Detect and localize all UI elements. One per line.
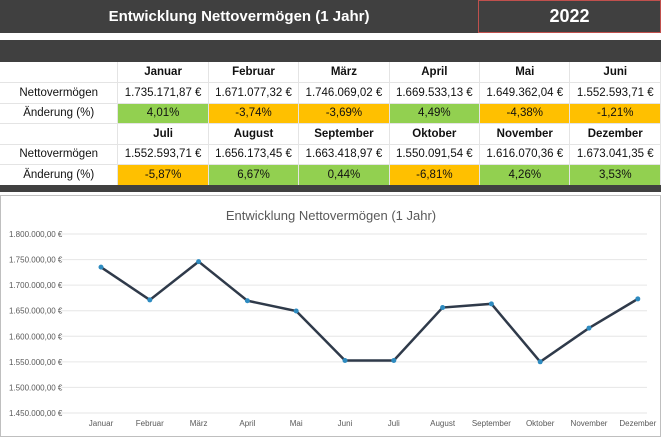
title-bar: Entwicklung Nettovermögen (1 Jahr) 2022: [0, 0, 661, 33]
x-tick-label: Januar: [89, 419, 114, 428]
value-cell: 1.552.593,71 €: [117, 144, 209, 165]
empty-cell: [0, 62, 119, 83]
data-point: [537, 359, 543, 365]
y-tick-label: 1.650.000,00 €: [9, 307, 63, 316]
month-header: Dezember: [569, 123, 661, 145]
change-cell: -5,87%: [117, 164, 209, 186]
y-tick-label: 1.800.000,00 €: [9, 230, 63, 239]
month-header-row: Juli August September Oktober November Dezemb…: [0, 123, 661, 145]
empty-cell: [0, 123, 119, 145]
value-cell: 1.649.362,04 €: [479, 82, 571, 104]
month-header: August: [208, 123, 300, 145]
value-cell: 1.673.041,35 €: [569, 144, 661, 165]
x-tick-label: April: [239, 419, 255, 428]
month-header: Juli: [117, 123, 209, 145]
series-line: [100, 259, 639, 364]
month-header: November: [479, 123, 571, 145]
x-tick-label: Dezember: [619, 419, 656, 428]
data-point: [342, 358, 348, 364]
value-cell: 1.746.069,02 €: [298, 82, 390, 104]
page-title: Entwicklung Nettovermögen (1 Jahr): [108, 8, 370, 25]
change-cell: -3,69%: [298, 103, 390, 124]
value-cell: 1.550.091,54 €: [389, 144, 481, 165]
change-cell: 6,67%: [208, 164, 300, 186]
month-header: Februar: [208, 62, 300, 83]
change-cell: 3,53%: [569, 164, 661, 186]
x-tick-label: August: [430, 419, 456, 428]
change-cell: -6,81%: [389, 164, 481, 186]
data-point: [635, 296, 641, 302]
month-header: April: [389, 62, 481, 83]
data-point: [440, 305, 446, 311]
row-label: Änderung (%): [0, 103, 119, 124]
data-point: [196, 259, 202, 265]
value-cell: 1.669.533,13 €: [389, 82, 481, 104]
month-header: Oktober: [389, 123, 481, 145]
value-cell: 1.735.171,87 €: [117, 82, 209, 104]
month-header-row: Januar Februar März April Mai Juni: [0, 62, 661, 83]
header-band: [0, 40, 661, 62]
change-row: Änderung (%) -5,87% 6,67% 0,44% -6,81% 4,26% 3…: [0, 164, 661, 186]
change-cell: 4,01%: [117, 103, 209, 124]
value-row: Nettovermögen 1.552.593,71 €1.656.173,45 …: [0, 144, 661, 165]
y-tick-label: 1.700.000,00 €: [9, 281, 63, 290]
net-worth-table: Januar Februar März April Mai Juni Nettovermög…: [0, 62, 661, 186]
value-row: Nettovermögen 1.735.171,87 €1.671.077,32 …: [0, 82, 661, 104]
change-cell: 4,49%: [389, 103, 481, 124]
change-row: Änderung (%) 4,01% -3,74% -3,69% 4,49% -4,38%…: [0, 103, 661, 124]
row-label: Änderung (%): [0, 164, 119, 186]
month-header: September: [298, 123, 390, 145]
footer-band: [0, 185, 661, 192]
data-point: [244, 298, 250, 304]
value-cell: 1.552.593,71 €: [569, 82, 661, 104]
y-tick-label: 1.500.000,00 €: [9, 383, 63, 392]
change-cell: -3,74%: [208, 103, 300, 124]
data-point: [488, 301, 494, 307]
x-tick-label: März: [190, 419, 208, 428]
data-point: [293, 308, 299, 314]
month-header: Juni: [569, 62, 661, 83]
data-point: [391, 358, 397, 364]
chart-title: Entwicklung Nettovermögen (1 Jahr): [226, 208, 436, 223]
x-tick-label: November: [571, 419, 608, 428]
chart-svg: Entwicklung Nettovermögen (1 Jahr) 1.800…: [9, 208, 657, 428]
line-chart: Entwicklung Nettovermögen (1 Jahr) 1.800…: [0, 195, 661, 437]
data-point: [586, 325, 592, 331]
value-cell: 1.663.418,97 €: [298, 144, 390, 165]
row-label: Nettovermögen: [0, 82, 119, 104]
data-point: [98, 264, 104, 270]
month-header: Januar: [117, 62, 209, 83]
x-tick-label: September: [472, 419, 511, 428]
year-cell[interactable]: 2022: [478, 0, 661, 33]
x-tick-label: Februar: [136, 419, 164, 428]
y-tick-label: 1.550.000,00 €: [9, 358, 63, 367]
change-cell: -1,21%: [569, 103, 661, 124]
y-tick-label: 1.600.000,00 €: [9, 332, 63, 341]
x-tick-label: Juli: [388, 419, 400, 428]
change-cell: -4,38%: [479, 103, 571, 124]
month-header: März: [298, 62, 390, 83]
change-cell: 4,26%: [479, 164, 571, 186]
x-tick-label: Juni: [338, 419, 353, 428]
y-tick-label: 1.750.000,00 €: [9, 256, 63, 265]
data-point: [147, 297, 153, 303]
x-tick-label: Mai: [290, 419, 303, 428]
month-header: Mai: [479, 62, 571, 83]
value-cell: 1.656.173,45 €: [208, 144, 300, 165]
value-cell: 1.616.070,36 €: [479, 144, 571, 165]
row-label: Nettovermögen: [0, 144, 119, 165]
y-tick-label: 1.450.000,00 €: [9, 409, 63, 418]
change-cell: 0,44%: [298, 164, 390, 186]
value-cell: 1.671.077,32 €: [208, 82, 300, 104]
x-tick-label: Oktober: [526, 419, 555, 428]
